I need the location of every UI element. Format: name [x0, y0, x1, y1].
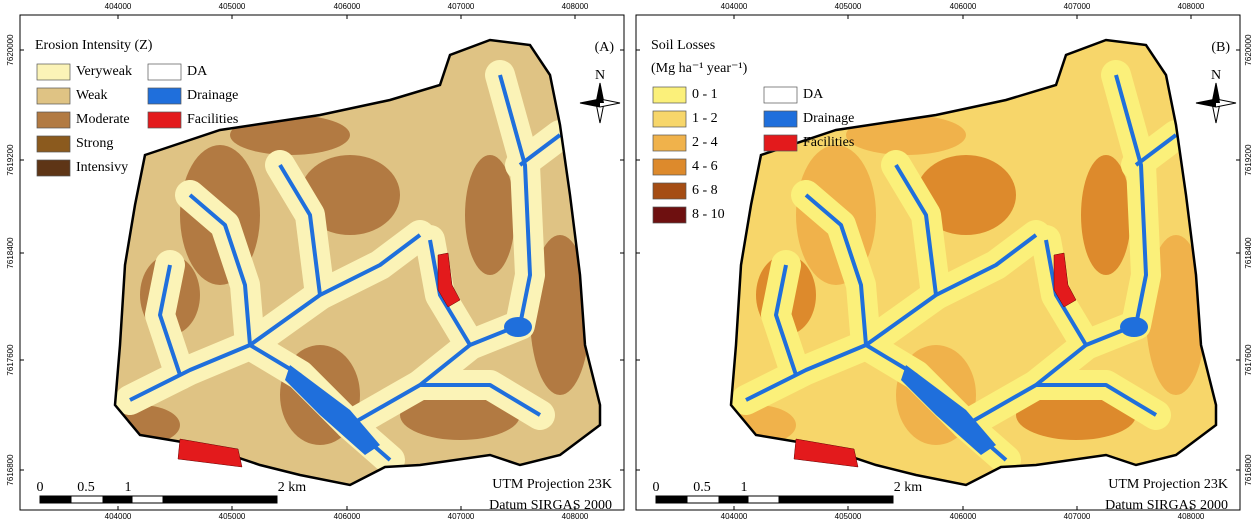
- scale-label: 1: [125, 480, 132, 495]
- map-figure: 404000 404000 405000 405000 406000 406000 4070…: [0, 0, 1260, 527]
- legend-swatch: [37, 112, 70, 128]
- legend-swatch: [148, 64, 181, 80]
- x-tick-label: 408000: [562, 512, 589, 521]
- scale-segment: [71, 496, 103, 503]
- legend-label: 6 - 8: [692, 183, 718, 198]
- scale-segment: [687, 496, 719, 503]
- legend-swatch: [764, 135, 797, 151]
- x-tick-label: 404000: [105, 2, 132, 11]
- x-tick-label: 406000: [334, 2, 361, 11]
- scale-label: 0: [37, 480, 44, 495]
- legend-label: Drainage: [187, 88, 238, 103]
- scale-segment: [779, 496, 893, 503]
- reservoir: [504, 317, 532, 337]
- scale-segment: [103, 496, 132, 503]
- y-tick-label: 7620000: [1244, 34, 1253, 66]
- north-label: N: [595, 68, 605, 83]
- legend-swatch: [148, 112, 181, 128]
- legend-label: DA: [187, 64, 208, 79]
- scale-segment: [656, 496, 687, 503]
- x-tick-label: 408000: [1178, 512, 1205, 521]
- projection-label: Datum SIRGAS 2000: [489, 498, 612, 513]
- x-tick-label: 406000: [950, 2, 977, 11]
- legend-swatch: [764, 111, 797, 127]
- scale-label: 0.5: [77, 480, 95, 495]
- projection-label: UTM Projection 23K: [1108, 477, 1228, 492]
- x-tick-label: 405000: [219, 512, 246, 521]
- legend-swatch: [653, 183, 686, 199]
- y-tick-label: 7618400: [1244, 237, 1253, 269]
- legend-title: Erosion Intensity (Z): [35, 38, 153, 53]
- panel-label: (A): [595, 40, 615, 55]
- y-tick-label: 7620000: [6, 34, 15, 66]
- x-tick-label: 407000: [448, 2, 475, 11]
- x-tick-label: 408000: [562, 2, 589, 11]
- legend-label: DA: [803, 87, 824, 102]
- scale-segment: [132, 496, 163, 503]
- x-tick-label: 405000: [835, 512, 862, 521]
- legend-swatch: [37, 64, 70, 80]
- x-tick-label: 404000: [721, 512, 748, 521]
- x-tick-label: 405000: [219, 2, 246, 11]
- legend-title: (Mg ha⁻¹ year⁻¹): [651, 61, 748, 76]
- scale-label: 0: [653, 480, 660, 495]
- y-tick-label: 7619200: [6, 144, 15, 176]
- legend-title: Soil Losses: [651, 38, 715, 53]
- projection-label: UTM Projection 23K: [492, 477, 612, 492]
- legend-label: 0 - 1: [692, 87, 718, 102]
- legend-label: Veryweak: [76, 64, 132, 79]
- legend-label: 4 - 6: [692, 159, 718, 174]
- legend-label: Facilities: [803, 135, 854, 150]
- x-tick-label: 407000: [448, 512, 475, 521]
- legend-label: Drainage: [803, 111, 854, 126]
- legend-label: 1 - 2: [692, 111, 718, 126]
- legend-swatch: [764, 87, 797, 103]
- scale-segment: [163, 496, 277, 503]
- projection-label: Datum SIRGAS 2000: [1105, 498, 1228, 513]
- map-panel: 404000 404000 405000 405000 406000 406000 4070…: [636, 2, 1253, 521]
- x-tick-label: 408000: [1178, 2, 1205, 11]
- legend-label: Weak: [76, 88, 108, 103]
- x-tick-label: 407000: [1064, 512, 1091, 521]
- y-tick-label: 7616800: [1244, 454, 1253, 486]
- y-tick-label: 7618400: [6, 237, 15, 269]
- x-tick-label: 404000: [721, 2, 748, 11]
- y-tick-label: 7616800: [6, 454, 15, 486]
- legend-swatch: [653, 111, 686, 127]
- x-tick-label: 405000: [835, 2, 862, 11]
- scale-label: 2 km: [894, 480, 923, 495]
- legend-swatch: [37, 160, 70, 176]
- north-label: N: [1211, 68, 1221, 83]
- scale-label: 1: [741, 480, 748, 495]
- y-tick-label: 7617600: [1244, 344, 1253, 376]
- panel-label: (B): [1211, 40, 1230, 55]
- legend-label: Facilities: [187, 112, 238, 127]
- y-tick-label: 7617600: [6, 344, 15, 376]
- scale-segment: [719, 496, 748, 503]
- scale-label: 2 km: [278, 480, 307, 495]
- scale-segment: [748, 496, 779, 503]
- y-tick-label: 7619200: [1244, 144, 1253, 176]
- legend-label: Intensivy: [76, 160, 128, 175]
- scale-segment: [40, 496, 71, 503]
- legend-swatch: [148, 88, 181, 104]
- x-tick-label: 404000: [105, 512, 132, 521]
- x-tick-label: 407000: [1064, 2, 1091, 11]
- x-tick-label: 406000: [334, 512, 361, 521]
- legend-label: Strong: [76, 136, 113, 151]
- legend-swatch: [37, 136, 70, 152]
- legend-swatch: [653, 135, 686, 151]
- legend-swatch: [653, 159, 686, 175]
- legend-label: Moderate: [76, 112, 130, 127]
- legend-swatch: [653, 207, 686, 223]
- scale-label: 0.5: [693, 480, 711, 495]
- legend-swatch: [653, 87, 686, 103]
- reservoir: [1120, 317, 1148, 337]
- legend-label: 2 - 4: [692, 135, 718, 150]
- legend-swatch: [37, 88, 70, 104]
- legend-label: 8 - 10: [692, 207, 725, 222]
- map-panel: 404000 404000 405000 405000 406000 406000 4070…: [6, 2, 624, 521]
- x-tick-label: 406000: [950, 512, 977, 521]
